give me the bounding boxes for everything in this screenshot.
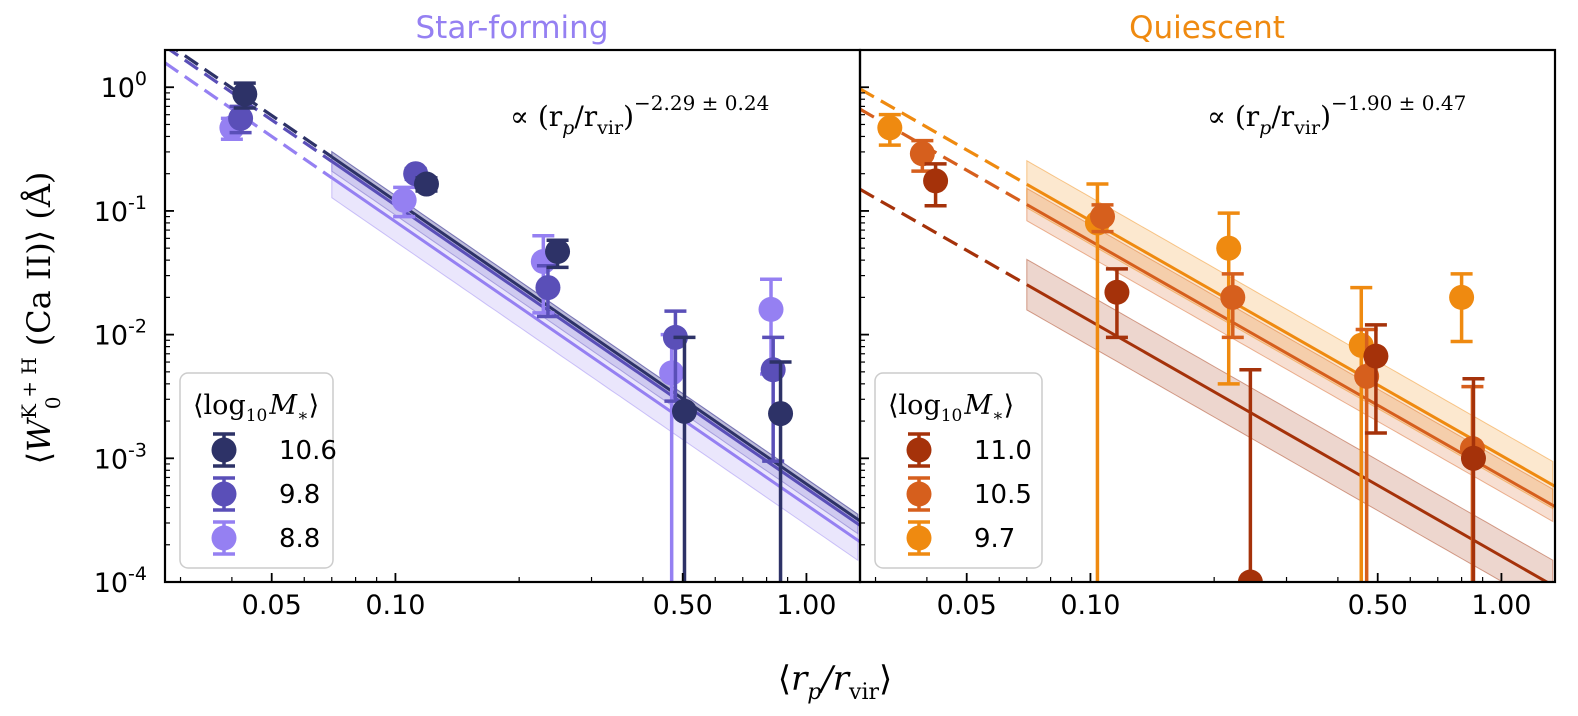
y-tick-label: 10-3 <box>94 439 147 475</box>
axes-ticks-star-forming <box>165 49 808 583</box>
legend-marker <box>211 437 237 463</box>
data-point-10.6-4 <box>671 335 697 582</box>
data-point-11.0-4 <box>1363 323 1389 435</box>
data-point-10.6-1 <box>232 81 258 110</box>
x-tick-label: 0.05 <box>242 590 302 621</box>
data-point-11.0-5 <box>1460 376 1486 582</box>
data-point-10.6-5 <box>768 360 794 582</box>
data-point-11.0-1 <box>923 162 949 208</box>
legend-label: 8.8 <box>279 524 320 554</box>
legend-box <box>179 372 334 569</box>
y-axis-label: ⟨WK + H0 (Ca II)⟩ (Å) <box>17 172 65 465</box>
marker <box>1363 343 1389 369</box>
y-tick-label: 10-2 <box>94 316 147 352</box>
data-point-10.5-4 <box>1354 327 1380 582</box>
x-tick-label: 0.05 <box>937 590 997 621</box>
x-tick-label: 0.10 <box>1060 590 1120 621</box>
marker <box>758 296 784 322</box>
marker <box>228 105 254 131</box>
marker <box>671 398 697 424</box>
marker <box>659 360 685 386</box>
data-point-9.8-1 <box>228 104 254 135</box>
legend-item-8.8: 8.8 <box>211 520 320 556</box>
marker <box>877 115 903 141</box>
legend-label: 9.7 <box>974 524 1015 554</box>
y-tick-label: 100 <box>101 68 147 104</box>
fit-line-9.8 <box>330 160 860 527</box>
legend-item-10.6: 10.6 <box>211 432 337 468</box>
x-tick-label: 0.10 <box>365 590 425 621</box>
fit-line-11.0 <box>1026 283 1550 582</box>
legend-marker <box>906 437 932 463</box>
x-tick-label: 0.50 <box>653 590 713 621</box>
legend-label: 11.0 <box>974 436 1032 466</box>
data-point-10.5-1 <box>909 138 935 173</box>
legend-item-11.0: 11.0 <box>906 432 1032 468</box>
data-point-11.0-2 <box>1104 267 1130 340</box>
marker <box>1104 279 1130 305</box>
y-tick-label: 10-1 <box>94 192 147 228</box>
legend-label: 9.8 <box>279 480 320 510</box>
fit-line-9.7 <box>1026 182 1555 488</box>
marker <box>1216 235 1242 261</box>
fit-annotation-quiescent: ∝ (rp/rvir)−1.90 ± 0.47 <box>1207 91 1466 139</box>
marker <box>1354 363 1380 389</box>
data-point-10.6-3 <box>545 238 571 270</box>
legend-box <box>874 372 1043 569</box>
legend-marker <box>906 481 932 507</box>
marker <box>1090 204 1116 230</box>
legend-title: ⟨log10M∗⟩ <box>888 390 1014 426</box>
marker <box>923 168 949 194</box>
data-point-8.8-4 <box>659 332 685 582</box>
fit-band-11.0 <box>1026 258 1554 582</box>
marker <box>545 238 571 264</box>
x-tick-label: 1.00 <box>776 590 836 621</box>
legend-label: 10.6 <box>279 436 337 466</box>
axes-frame-quiescent <box>858 48 1557 584</box>
marker <box>768 401 794 427</box>
legend-star-forming: ⟨log10M∗⟩ 10.69.88.8 <box>179 372 337 569</box>
axes-ticks-quiescent <box>860 49 1503 583</box>
x-tick-label: 0.50 <box>1348 590 1408 621</box>
marker <box>535 275 561 301</box>
marker <box>1449 284 1475 310</box>
marker <box>391 187 417 213</box>
legend-quiescent: ⟨log10M∗⟩ 11.0 10.5 9.7 <box>874 372 1043 569</box>
y-tick-label: 10-4 <box>94 563 147 599</box>
legend-marker <box>906 525 932 551</box>
legend-item-9.7: 9.7 <box>906 520 1015 556</box>
marker <box>1237 569 1263 582</box>
marker <box>1460 445 1486 471</box>
fit-line-8.8 <box>330 176 860 544</box>
legend-marker <box>211 481 237 507</box>
fit-annotation-star-forming: ∝ (rp/rvir)−2.29 ± 0.24 <box>510 91 769 139</box>
legend-item-10.5: 10.5 <box>906 476 1032 512</box>
data-point-9.7-1 <box>877 112 903 147</box>
data-point-10.5-3 <box>1220 272 1246 340</box>
panel-title-quiescent: Quiescent <box>1129 10 1285 46</box>
marker <box>1220 284 1246 310</box>
plot-area-star-forming <box>165 50 860 582</box>
y-tick-labels: 100 10-1 10-2 10-3 10-4 <box>94 68 147 599</box>
plot-area-quiescent <box>860 87 1555 582</box>
legend-item-9.8: 9.8 <box>211 476 320 512</box>
marker <box>232 81 258 107</box>
legend-marker <box>211 525 237 551</box>
fit-extrapolation-11.0 <box>860 187 1028 287</box>
marker <box>413 171 439 197</box>
data-point-10.6-2 <box>413 171 439 197</box>
svg-text:⟨WK + H0 (Ca II)⟩ (Å): ⟨WK + H0 (Ca II)⟩ (Å) <box>17 172 65 465</box>
data-point-10.5-2 <box>1090 203 1116 234</box>
data-point-11.0-3 <box>1237 367 1263 582</box>
fit-extrapolation-9.7 <box>860 87 1028 186</box>
panel-title-star-forming: Star-forming <box>416 10 609 46</box>
x-axis-label: ⟨rp/rvir⟩ <box>778 659 893 705</box>
data-point-8.8-2 <box>391 185 417 219</box>
marker <box>909 141 935 167</box>
data-point-9.7-5 <box>1449 272 1475 344</box>
legend-label: 10.5 <box>974 480 1032 510</box>
x-tick-label: 1.00 <box>1471 590 1531 621</box>
x-tick-labels: 0.05 0.10 0.50 1.00 0.05 0.10 0.50 1.00 <box>242 590 1532 621</box>
